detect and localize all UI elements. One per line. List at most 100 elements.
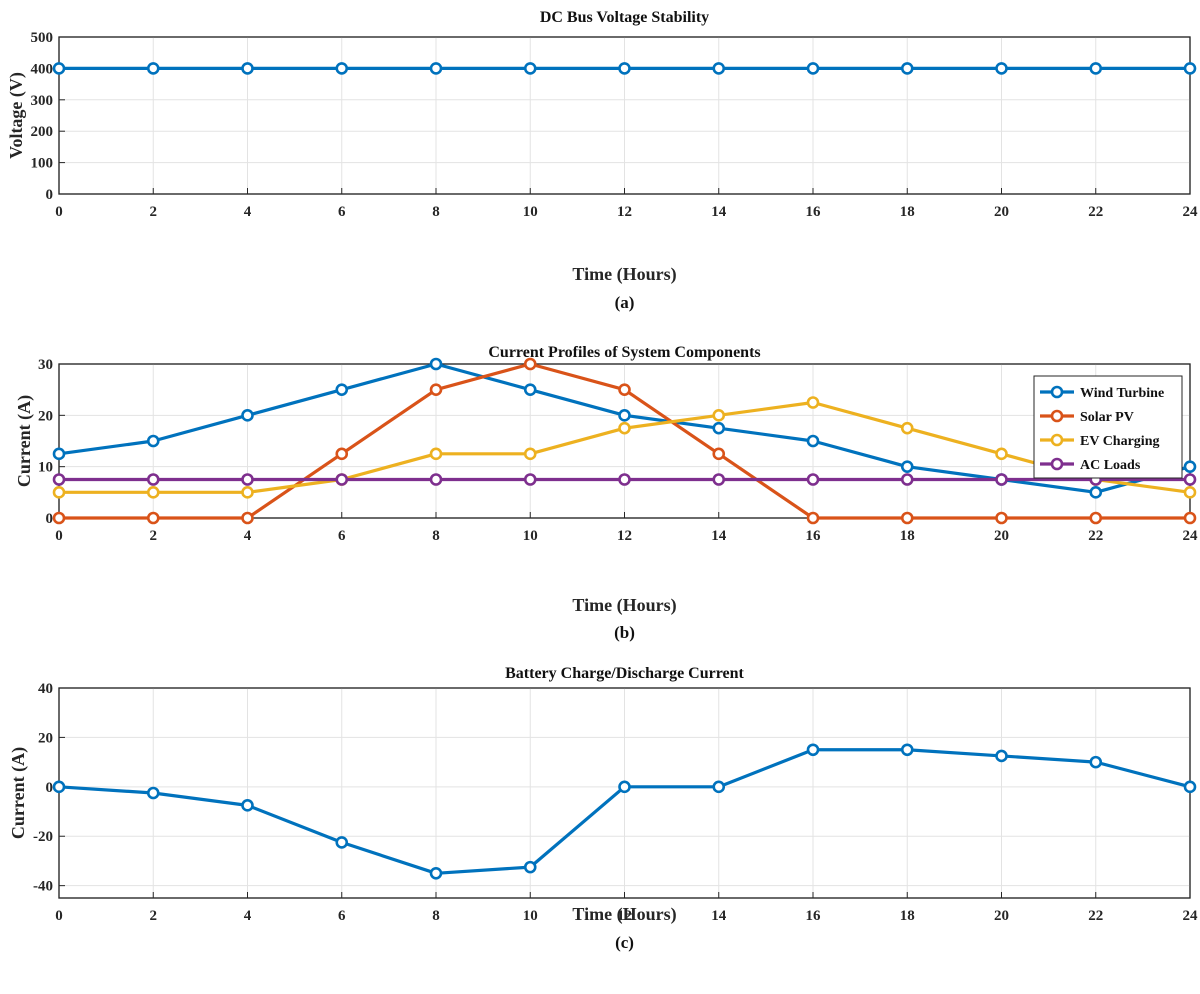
- x-tick-label: 12: [617, 204, 632, 220]
- chart-title: Battery Charge/Discharge Current: [505, 665, 744, 682]
- x-tick-label: 8: [432, 908, 440, 924]
- y-tick-label: 40: [38, 681, 53, 697]
- data-point-dc-bus-voltage: [618, 62, 631, 75]
- y-tick-label: 30: [38, 357, 53, 373]
- x-tick-label: 24: [1183, 908, 1199, 924]
- data-point-dc-bus-voltage: [806, 62, 820, 75]
- data-point-ac-loads: [1183, 473, 1197, 486]
- data-point-battery-current: [995, 749, 1008, 763]
- data-point-ev-charging: [52, 486, 66, 499]
- data-point-wind-turbine: [335, 383, 349, 396]
- x-tick-label: 10: [523, 528, 538, 544]
- data-point-solar-pv: [241, 511, 254, 525]
- data-point-solar-pv: [900, 511, 914, 525]
- x-tick-label: 12: [617, 908, 632, 924]
- data-point-ac-loads: [900, 473, 914, 486]
- data-point-battery-current: [335, 836, 349, 849]
- y-tick-label: 20: [38, 408, 53, 424]
- chart-panel-a: 0 2 4 6 8 10 12 14 16 18 20 22 240100200300400500DC …: [6, 9, 1198, 312]
- legend-label-ev-charging: EV Charging: [1080, 434, 1159, 449]
- data-point-dc-bus-voltage: [1183, 62, 1197, 75]
- data-point-solar-pv: [429, 383, 443, 396]
- x-tick-label: 10: [523, 204, 538, 220]
- data-point-battery-current: [523, 860, 537, 874]
- data-point-dc-bus-voltage: [712, 62, 726, 75]
- x-tick-label: 24: [1183, 528, 1199, 544]
- data-point-battery-current: [806, 743, 820, 757]
- data-point-ev-charging: [712, 409, 726, 422]
- data-point-dc-bus-voltage: [241, 62, 254, 75]
- x-tick-label: 14: [711, 908, 727, 924]
- data-point-battery-current: [146, 786, 160, 800]
- y-axis-label: Current (A): [14, 395, 35, 487]
- data-point-battery-current: [241, 799, 254, 812]
- data-point-ac-loads: [429, 473, 443, 486]
- data-point-battery-current: [429, 866, 443, 880]
- data-point-dc-bus-voltage: [995, 62, 1008, 75]
- data-point-solar-pv: [1183, 511, 1197, 525]
- data-point-solar-pv: [335, 447, 349, 461]
- y-tick-label: 10: [38, 460, 53, 476]
- data-point-wind-turbine: [1183, 460, 1197, 473]
- legend-marker-wind-turbine: [1050, 385, 1064, 399]
- y-tick-label: 100: [31, 156, 54, 172]
- x-tick-label: 2: [150, 204, 158, 220]
- x-tick-label: 16: [806, 204, 822, 220]
- x-tick-label: 4: [244, 908, 252, 924]
- legend-label-wind-turbine: Wind Turbine: [1080, 386, 1164, 401]
- legend-label-ac-loads: AC Loads: [1080, 458, 1141, 473]
- data-point-ev-charging: [429, 447, 443, 461]
- data-point-ev-charging: [523, 447, 537, 461]
- y-tick-label: 20: [38, 730, 53, 746]
- data-point-wind-turbine: [146, 434, 160, 448]
- x-tick-label: 8: [432, 204, 440, 220]
- x-tick-label: 20: [994, 204, 1009, 220]
- data-point-ac-loads: [618, 473, 631, 486]
- chart-panel-c: 0 2 4 6 8 10 12 14 16 18 20 22 24-40-2002040Battery …: [8, 665, 1198, 952]
- x-tick-label: 4: [244, 204, 252, 220]
- data-point-solar-pv: [995, 511, 1008, 525]
- data-point-ac-loads: [146, 473, 160, 486]
- data-point-dc-bus-voltage: [1089, 62, 1103, 75]
- x-tick-label: 6: [338, 528, 346, 544]
- x-tick-label: 22: [1088, 528, 1103, 544]
- x-tick-label: 0: [55, 528, 63, 544]
- legend-marker-ev-charging: [1050, 433, 1064, 447]
- data-point-wind-turbine: [806, 434, 820, 448]
- x-tick-label: 20: [994, 528, 1009, 544]
- x-tick-label: 6: [338, 908, 346, 924]
- panel-caption: (b): [614, 623, 635, 642]
- x-tick-label: 24: [1183, 204, 1199, 220]
- data-point-ac-loads: [52, 473, 66, 486]
- x-tick-label: 4: [244, 528, 252, 544]
- x-tick-label: 18: [900, 204, 915, 220]
- data-point-battery-current: [52, 780, 66, 794]
- data-point-solar-pv: [1089, 511, 1103, 525]
- x-tick-label: 12: [617, 528, 632, 544]
- data-point-dc-bus-voltage: [52, 62, 66, 75]
- y-tick-label: 300: [31, 93, 54, 109]
- x-tick-label: 16: [806, 908, 822, 924]
- x-axis-label: Time (Hours): [572, 904, 676, 925]
- data-point-ev-charging: [995, 447, 1008, 461]
- x-tick-label: 10: [523, 908, 538, 924]
- y-tick-label: 200: [31, 124, 54, 140]
- data-point-wind-turbine: [241, 409, 254, 422]
- data-point-wind-turbine: [900, 460, 914, 473]
- data-point-ac-loads: [335, 473, 349, 486]
- legend-label-solar-pv: Solar PV: [1080, 410, 1134, 425]
- data-point-ev-charging: [900, 421, 914, 435]
- y-tick-label: 0: [46, 780, 54, 796]
- data-point-ac-loads: [241, 473, 254, 486]
- data-point-ev-charging: [618, 421, 631, 435]
- x-tick-label: 2: [150, 908, 158, 924]
- data-point-solar-pv: [523, 357, 537, 371]
- data-point-ev-charging: [146, 486, 160, 499]
- data-point-wind-turbine: [523, 383, 537, 396]
- data-point-battery-current: [1089, 755, 1103, 769]
- panel-caption: (a): [615, 293, 635, 312]
- x-tick-label: 18: [900, 908, 915, 924]
- x-tick-label: 0: [55, 908, 63, 924]
- legend-marker-solar-pv: [1050, 409, 1064, 423]
